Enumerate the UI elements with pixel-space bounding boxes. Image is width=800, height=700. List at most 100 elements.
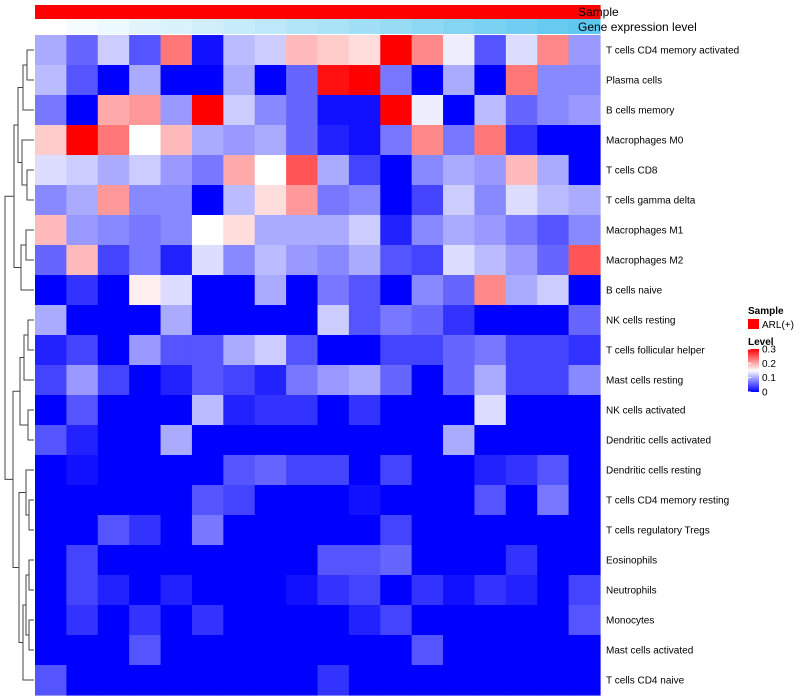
heatmap-cell [474,665,507,696]
heatmap-cell [129,95,162,126]
dendrogram-branch [21,139,34,186]
heatmap-cell [568,665,601,696]
heatmap-cell [380,95,413,126]
row-label: NK cells activated [606,406,685,417]
gene-expression-annotation-cell [35,19,67,34]
heatmap-cell [97,245,130,276]
heatmap-cell [35,215,67,246]
dendrogram-branch [27,409,34,441]
heatmap-cell [380,425,413,456]
heatmap-cell [537,515,570,546]
heatmap-cell [66,35,99,66]
heatmap-cell [129,485,162,516]
gene-expression-annotation-cell [348,19,381,34]
heatmap-cell [35,275,67,306]
level-tick-label: 0.2 [762,359,776,370]
sample-annotation-cell [35,5,67,19]
heatmap-cell [160,545,193,576]
gene-expression-annotation-cell [66,19,99,34]
heatmap-cell [66,125,99,156]
heatmap-cell [66,155,99,186]
heatmap-cell [97,455,130,486]
heatmap-cell [191,545,224,576]
row-label: Macrophages M0 [606,136,684,147]
sample-annotation-cell [66,5,99,19]
heatmap-cell [191,425,224,456]
heatmap-cell [537,455,570,486]
heatmap-cell [254,95,287,126]
heatmap-cell [505,305,538,336]
heatmap-cell [411,275,444,306]
heatmap-cell [505,125,538,156]
heatmap-cell [286,65,319,96]
heatmap-cell [286,215,319,246]
heatmap-cell [474,635,507,666]
heatmap-cell [317,515,350,546]
heatmap-cell [286,515,319,546]
annotation-label-gene-expression: Gene expression level [578,20,697,34]
row-label: Dendritic cells activated [606,436,711,447]
row-label: Macrophages M1 [606,226,684,237]
heatmap-cell [191,365,224,396]
heatmap-cell [286,425,319,456]
heatmap-cell [411,215,444,246]
heatmap-cell [317,425,350,456]
heatmap-cell [191,35,224,66]
heatmap-cell [505,575,538,606]
heatmap-cell [348,545,381,576]
heatmap-cell [348,215,381,246]
sample-annotation-cell [286,5,319,19]
heatmap-cell [568,185,601,216]
heatmap-cell [66,305,99,336]
heatmap-cell [380,395,413,426]
heatmap-cell [223,545,256,576]
heatmap-cell [254,335,287,366]
heatmap-cell [380,215,413,246]
heatmap-cell [191,185,224,216]
heatmap-cell [411,665,444,696]
heatmap-cell [160,125,193,156]
row-label: B cells memory [606,106,674,117]
heatmap-cell [348,155,381,186]
row-label: Monocytes [606,616,654,627]
heatmap-cell [317,65,350,96]
heatmap-cell [191,335,224,366]
heatmap-cell [129,125,162,156]
heatmap-cell [380,485,413,516]
heatmap-cell [474,455,507,486]
heatmap-cell [380,575,413,606]
heatmap-cell [129,365,162,396]
heatmap-cell [537,575,570,606]
heatmap-cell [66,275,99,306]
heatmap-cell [35,365,67,396]
sample-annotation-cell [537,5,570,19]
heatmap-cell [568,545,601,576]
heatmap-cell [286,485,319,516]
heatmap-cell [317,365,350,396]
annotation-bars [35,5,601,34]
heatmap-cell [568,305,601,336]
heatmap-cell [129,335,162,366]
heatmap-cell [160,95,193,126]
gene-expression-annotation-cell [537,19,570,34]
heatmap-cell [380,455,413,486]
heatmap-cell [443,395,476,426]
heatmap-cell [286,125,319,156]
heatmap-cell [35,545,67,576]
heatmap-cell [443,215,476,246]
gene-expression-annotation-cell [160,19,193,34]
heatmap-cell [35,155,67,186]
heatmap-cell [97,185,130,216]
gene-expression-annotation-cell [129,19,162,34]
heatmap-cell [223,455,256,486]
heatmap-cell [568,215,601,246]
row-label: Neutrophils [606,586,657,597]
heatmap-cell [35,635,67,666]
heatmap-cell [35,125,67,156]
row-labels: T cells CD4 memory activated Plasma cells… [606,46,739,687]
heatmap-cell [286,455,319,486]
heatmap-cell [254,215,287,246]
heatmap-cell [474,125,507,156]
heatmap-cell [411,65,444,96]
heatmap-cell [286,605,319,636]
